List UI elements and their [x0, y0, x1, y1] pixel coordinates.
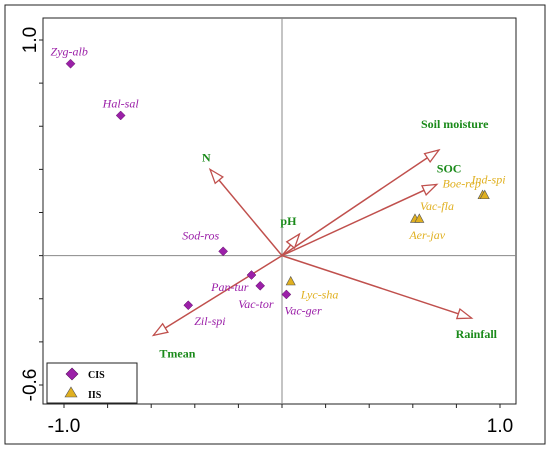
- vector-label-soc: SOC: [437, 161, 462, 175]
- legend: CIS IIS: [46, 362, 138, 404]
- point-vac-ger: [281, 289, 292, 300]
- point-label-hal-sal: Hal-sal: [102, 96, 140, 110]
- environmental-vectors: Soil moisture SOC NpH Rainfall Tmean: [151, 117, 498, 360]
- plot-area: [42, 17, 517, 405]
- legend-box: [46, 362, 138, 404]
- vector-arrowhead-ph: [285, 232, 301, 250]
- vector-soc: [281, 183, 438, 257]
- y-tick-label-max: 1.0: [20, 27, 41, 53]
- point-zil-spi: [183, 300, 194, 311]
- vector-label-n: N: [202, 150, 211, 164]
- vector-arrowhead-soc: [420, 183, 439, 196]
- vector-label-ph: pH: [280, 214, 297, 228]
- vector-arrowhead-tmean: [151, 322, 169, 337]
- point-label-zyg-alb: Zyg-alb: [51, 45, 88, 59]
- legend-iis-label: IIS: [88, 390, 102, 401]
- vector-n: [209, 168, 283, 257]
- vector-arrowhead-n: [208, 167, 224, 185]
- point-hal-sal: [115, 110, 126, 121]
- legend-cis-label: CIS: [88, 370, 105, 381]
- point-label-sod-ros: Sod-ros: [182, 228, 219, 242]
- vector-label-tmean: Tmean: [159, 346, 195, 360]
- point-label-aer-jav: Aer-jav: [408, 228, 445, 242]
- vector-label-soil-moisture: Soil moisture: [421, 117, 489, 131]
- species-points: Zyg-alb Hal-sal Sod-ros Pan-tur Vac-tor Zil-s…: [51, 45, 506, 329]
- point-label-vac-tor: Vac-tor: [238, 297, 274, 311]
- vector-tmean: [152, 254, 283, 337]
- point-aer-jav: [414, 213, 425, 223]
- point-label-vac-fla: Vac-fla: [420, 199, 454, 213]
- outer-frame: [4, 4, 546, 445]
- point-sod-ros: [218, 246, 228, 257]
- point-label-boe-rep: Boe-rep: [443, 176, 481, 190]
- point-boe-rep: [479, 189, 490, 200]
- point-label-pan-tur: Pan-tur: [210, 280, 249, 294]
- legend-iis-marker: [64, 386, 78, 398]
- point-label-lyc-sha: Lyc-sha: [300, 288, 339, 302]
- point-pan-tur: [246, 270, 257, 280]
- legend-cis-marker: [65, 367, 79, 381]
- axis-ticks: [39, 39, 501, 408]
- x-tick-label-max: 1.0: [487, 416, 513, 437]
- point-vac-tor: [255, 280, 266, 291]
- vector-arrowhead-soil-moisture: [423, 148, 441, 164]
- point-zyg-alb: [65, 58, 76, 69]
- point-lyc-sha: [285, 275, 296, 286]
- point-label-ind-spi: Ind-spi: [471, 172, 506, 186]
- point-label-zil-spi: Zil-spi: [194, 314, 225, 328]
- y-tick-label-min: -0.6: [20, 369, 41, 402]
- x-tick-label-min: -1.0: [48, 416, 81, 437]
- vector-soil-moisture: [281, 149, 440, 257]
- vector-arrowhead-rainfall: [455, 307, 474, 320]
- vector-rainfall: [281, 254, 472, 319]
- point-label-vac-ger: Vac-ger: [284, 303, 322, 317]
- vector-label-rainfall: Rainfall: [456, 327, 498, 341]
